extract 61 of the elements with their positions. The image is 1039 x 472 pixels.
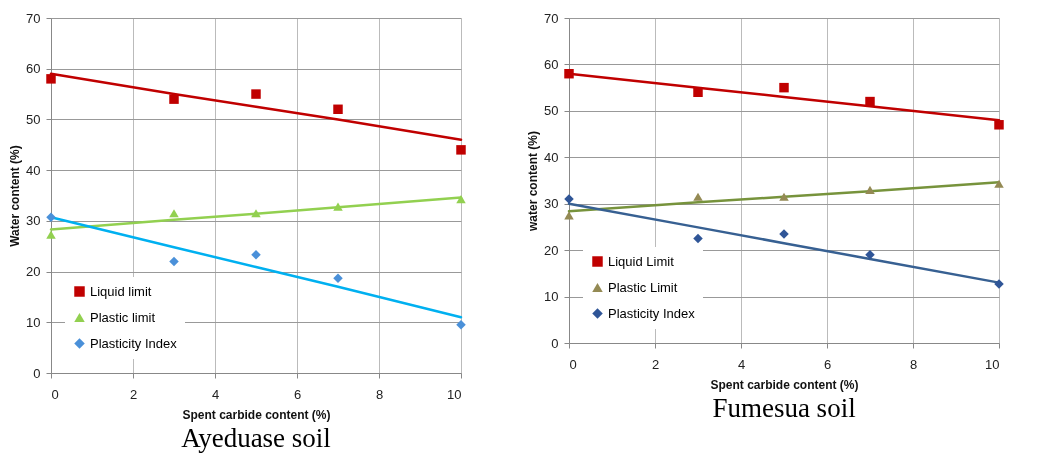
point — [46, 74, 56, 84]
legend-label: Liquid Limit — [608, 253, 675, 269]
text: Fumesua soil — [712, 393, 856, 423]
x-tick-label: 4 — [211, 386, 220, 402]
y-tick-label: 70 — [544, 10, 559, 26]
point — [693, 87, 703, 98]
point — [994, 120, 1004, 130]
x-tick-label: 0 — [51, 386, 59, 402]
y-tick-label: 30 — [26, 213, 41, 229]
point — [46, 230, 56, 239]
point — [333, 104, 343, 115]
y-tick-label: 50 — [544, 103, 559, 119]
y-tick-label: 0 — [551, 335, 559, 351]
point — [564, 68, 574, 79]
y-tick-label: 50 — [26, 111, 41, 127]
point — [46, 212, 56, 223]
point — [333, 202, 343, 211]
y-axis-title: water content (%) — [526, 130, 541, 233]
y-tick-label: 30 — [544, 196, 559, 212]
point — [779, 192, 789, 201]
y-tick-label: 20 — [544, 242, 559, 258]
y-tick-label: 60 — [544, 56, 559, 72]
point — [169, 209, 179, 218]
legend-label: Plasticity Index — [608, 305, 696, 321]
x-tick-label: 6 — [293, 386, 302, 402]
point — [865, 185, 875, 194]
x-tick-label: 0 — [569, 356, 577, 372]
x-tick-label: 6 — [823, 356, 832, 372]
x-tick-label: 2 — [129, 386, 138, 402]
y-tick-label: 60 — [26, 61, 41, 77]
x-tick-label: 10 — [447, 386, 462, 402]
x-tick-label: 4 — [737, 356, 746, 372]
point — [251, 89, 261, 99]
y-tick-label: 10 — [26, 314, 41, 330]
point — [865, 96, 875, 107]
x-tick-label: 8 — [375, 386, 384, 402]
x-axis-title: Spent carbide content (%) — [710, 377, 859, 392]
point — [169, 256, 179, 267]
x-tick-label: 10 — [985, 356, 1000, 372]
legend-label: Liquid limit — [90, 283, 152, 299]
point — [169, 94, 179, 104]
point — [251, 209, 261, 218]
point — [994, 179, 1004, 188]
point — [456, 145, 466, 155]
legend-label: Plastic limit — [90, 309, 156, 325]
point — [693, 192, 703, 201]
y-tick-label: 10 — [544, 289, 559, 305]
y-tick-label: 70 — [26, 10, 41, 26]
point — [779, 82, 789, 93]
x-tick-label: 2 — [651, 356, 660, 372]
legend-label: Plasticity Index — [90, 335, 178, 351]
y-tick-label: 20 — [26, 264, 41, 280]
legend-label: Plastic Limit — [608, 279, 678, 295]
y-tick-label: 40 — [26, 162, 41, 178]
point — [693, 233, 703, 244]
point — [456, 194, 466, 204]
x-tick-label: 8 — [909, 356, 918, 372]
y-axis-title: Water content (%) — [8, 145, 23, 247]
x-axis-title: Spent carbide content (%) — [182, 407, 331, 422]
text: Ayeduase soil — [181, 423, 331, 453]
y-tick-label: 40 — [544, 149, 559, 165]
